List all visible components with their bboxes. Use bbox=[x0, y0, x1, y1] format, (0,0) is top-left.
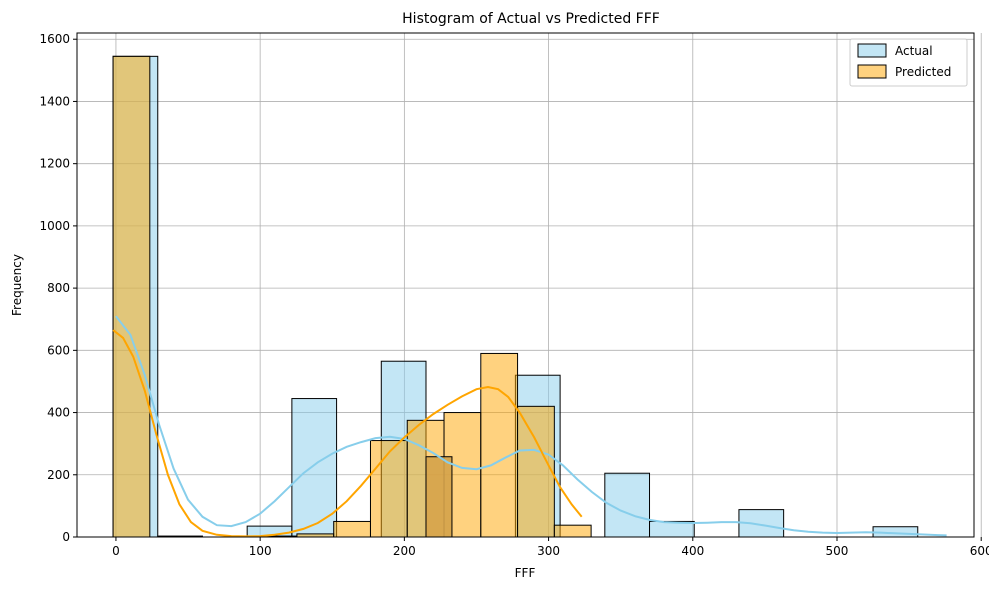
x-tick-label: 300 bbox=[537, 544, 560, 558]
actual-kde-line bbox=[115, 315, 947, 537]
y-tick-label: 400 bbox=[47, 406, 70, 420]
predicted-bar bbox=[425, 456, 453, 538]
predicted-kde-line bbox=[112, 329, 583, 538]
predicted-bar bbox=[333, 520, 371, 538]
x-axis-ticks: 0 100 200 300 400 500 600 bbox=[112, 537, 989, 558]
x-tick-label: 200 bbox=[393, 544, 416, 558]
x-tick-label: 100 bbox=[249, 544, 272, 558]
legend-label-predicted: Predicted bbox=[895, 65, 951, 79]
y-axis-label: Frequency bbox=[10, 254, 24, 316]
y-tick-label: 1400 bbox=[39, 94, 70, 108]
y-tick-label: 600 bbox=[47, 343, 70, 357]
predicted-bar bbox=[517, 405, 555, 538]
grid bbox=[77, 33, 982, 538]
y-tick-label: 1600 bbox=[39, 32, 70, 46]
legend: Actual Predicted bbox=[849, 38, 968, 87]
kde-curves bbox=[112, 315, 947, 538]
legend-swatch-actual bbox=[857, 43, 887, 58]
x-tick-label: 500 bbox=[826, 544, 849, 558]
actual-bar bbox=[291, 398, 338, 538]
y-tick-label: 0 bbox=[62, 530, 70, 544]
y-tick-label: 800 bbox=[47, 281, 70, 295]
x-axis-label: FFF bbox=[515, 566, 536, 580]
predicted-bar bbox=[112, 55, 151, 538]
predicted-bar bbox=[369, 440, 408, 538]
y-tick-label: 1000 bbox=[39, 219, 70, 233]
predicted-bars bbox=[112, 55, 592, 538]
y-tick-label: 200 bbox=[47, 468, 70, 482]
chart-title: Histogram of Actual vs Predicted FFF bbox=[402, 11, 660, 27]
predicted-bar bbox=[553, 524, 592, 538]
plot-frame bbox=[76, 32, 975, 538]
predicted-bar bbox=[480, 352, 519, 538]
x-tick-label: 0 bbox=[112, 544, 120, 558]
x-tick-label: 600 bbox=[970, 544, 989, 558]
legend-swatch-predicted bbox=[857, 64, 887, 79]
legend-label-actual: Actual bbox=[895, 44, 933, 58]
y-axis-ticks: 0 200 400 600 800 1000 1200 1400 1600 bbox=[39, 32, 77, 544]
x-tick-label: 400 bbox=[681, 544, 704, 558]
y-tick-label: 1200 bbox=[39, 157, 70, 171]
